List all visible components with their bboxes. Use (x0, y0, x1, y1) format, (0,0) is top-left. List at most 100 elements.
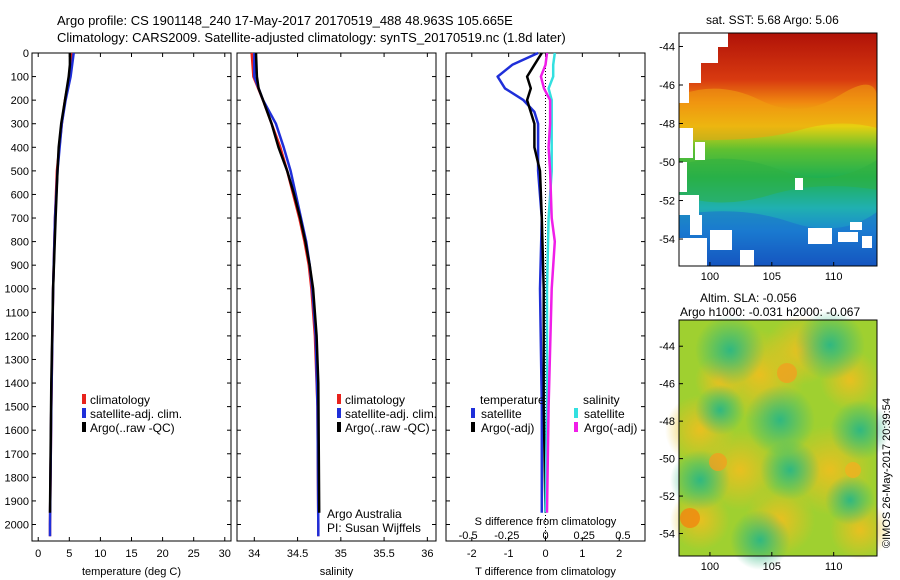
sla-map-title-1: Altim. SLA: -0.056 (700, 291, 797, 305)
lat-tick-label: -52 (659, 491, 675, 503)
x-tick-label: 36 (421, 548, 433, 560)
legend-satellite: satellite-adj. clim. (82, 407, 182, 421)
lat-tick-label: -50 (659, 454, 675, 466)
y-tick-label: 300 (11, 119, 29, 131)
y-tick-label: 100 (11, 72, 29, 84)
lat-tick-label: -54 (659, 234, 675, 246)
legend-label: satellite-adj. clim. (345, 407, 438, 421)
sst-band (679, 158, 877, 203)
legend-swatch (471, 408, 475, 418)
cloud-mask (850, 222, 862, 230)
top-axis-label: S difference from climatology (475, 516, 617, 528)
lat-tick-label: -52 (659, 196, 675, 208)
plot-frame (31, 52, 232, 542)
series-line-1 (496, 51, 544, 513)
sst-map-title: sat. SST: 5.68 Argo: 5.06 (706, 13, 839, 27)
top-tick-label: 0.25 (573, 530, 594, 542)
sla-peak (709, 453, 727, 471)
series-line-4 (539, 52, 557, 513)
y-tick-label: 500 (11, 166, 29, 178)
legend-swatch (337, 422, 341, 432)
lon-tick-label: 110 (825, 271, 843, 283)
legend-t-argo: Argo(-adj) (471, 421, 534, 435)
sla-low-blob (730, 510, 790, 570)
y-tick-label: 600 (11, 189, 29, 201)
cloud-mask (740, 250, 754, 266)
sla-peak (777, 363, 797, 383)
lat-tick-label: -50 (659, 157, 675, 169)
legend-swatch (82, 422, 86, 432)
legend-label: climatology (90, 393, 151, 407)
lon-tick-label: 105 (763, 271, 781, 283)
y-tick-label: 1500 (5, 402, 29, 414)
cloud-mask (679, 83, 689, 103)
title-line-2: Climatology: CARS2009. Satellite-adjuste… (57, 30, 566, 45)
legend-t-satellite: satellite (471, 407, 522, 421)
legend-argo: Argo(..raw -QC) (82, 421, 175, 435)
cloud-mask (679, 238, 707, 266)
cloud-mask (808, 228, 832, 244)
cloud-mask (690, 215, 702, 235)
y-tick-label: 200 (11, 95, 29, 107)
sla-peak (680, 508, 700, 528)
x-tick-label: 34.5 (287, 548, 308, 560)
legend-argo: Argo(..raw -QC) (337, 421, 430, 435)
cloud-mask (862, 236, 872, 248)
top-tick-label: -0.5 (459, 530, 478, 542)
x-tick-label: 25 (188, 548, 200, 560)
cloud-mask (679, 128, 693, 158)
cloud-mask (679, 33, 701, 83)
map-frame (678, 319, 878, 557)
y-tick-label: 1600 (5, 425, 29, 437)
sst-map: -44 -46 -48 -50 -52 -54 100 105 110 (659, 32, 878, 283)
y-tick-label: 1300 (5, 354, 29, 366)
x-tick-label: -2 (467, 548, 477, 560)
cloud-mask (700, 33, 718, 63)
x-axis-label: salinity (320, 566, 354, 578)
y-tick-label: 0 (23, 48, 29, 60)
lon-tick-label: 110 (825, 561, 843, 573)
legend-s-argo: Argo(-adj) (574, 421, 637, 435)
lat-tick-label: -54 (659, 529, 675, 541)
argo-australia-label: Argo Australia (327, 507, 402, 521)
cloud-mask (695, 142, 705, 160)
x-tick-label: 34 (248, 548, 260, 560)
legend-swatch (574, 408, 578, 418)
x-tick-label: 35 (335, 548, 347, 560)
cloud-mask (838, 232, 858, 242)
lon-tick-label: 100 (701, 561, 719, 573)
x-axis-label: temperature (deg C) (82, 566, 181, 578)
x-tick-label: 10 (94, 548, 106, 560)
lat-tick-label: -44 (659, 41, 675, 53)
legend-temp-head: temperature (480, 393, 545, 407)
y-tick-label: 1700 (5, 449, 29, 461)
legend-label: satellite-adj. clim. (90, 407, 183, 421)
top-tick-label: 0 (542, 530, 548, 542)
legend-swatch (337, 394, 341, 404)
legend-swatch (471, 422, 475, 432)
x-tick-label: -1 (504, 548, 514, 560)
y-tick-label: 800 (11, 237, 29, 249)
x-tick-label: 35.5 (373, 548, 394, 560)
y-tick-label: 400 (11, 142, 29, 154)
series-line-3 (254, 52, 321, 513)
x-tick-label: 15 (125, 548, 137, 560)
y-tick-label: 1000 (5, 284, 29, 296)
series-line-2 (525, 52, 547, 513)
lat-tick-label: -48 (659, 416, 675, 428)
x-tick-label: 0 (542, 548, 548, 560)
cloud-mask (679, 195, 699, 215)
sla-low-blob (795, 310, 865, 380)
legend-label: Argo(..raw -QC) (345, 421, 430, 435)
legend-swatch (82, 394, 86, 404)
profile-panel-2: 34 34.5 35 35.5 36 salinity (236, 52, 437, 578)
sla-low-blob (745, 385, 815, 455)
lat-tick-label: -46 (659, 379, 675, 391)
legend-s-satellite: satellite (574, 407, 625, 421)
y-tick-label: 1100 (5, 307, 29, 319)
y-tick-label: 1900 (5, 496, 29, 508)
legend-label: satellite (584, 407, 625, 421)
pi-label: PI: Susan Wijffels (327, 521, 421, 535)
imos-credit: ©IMOS 26-May-2017 20:39:54 (881, 398, 893, 548)
